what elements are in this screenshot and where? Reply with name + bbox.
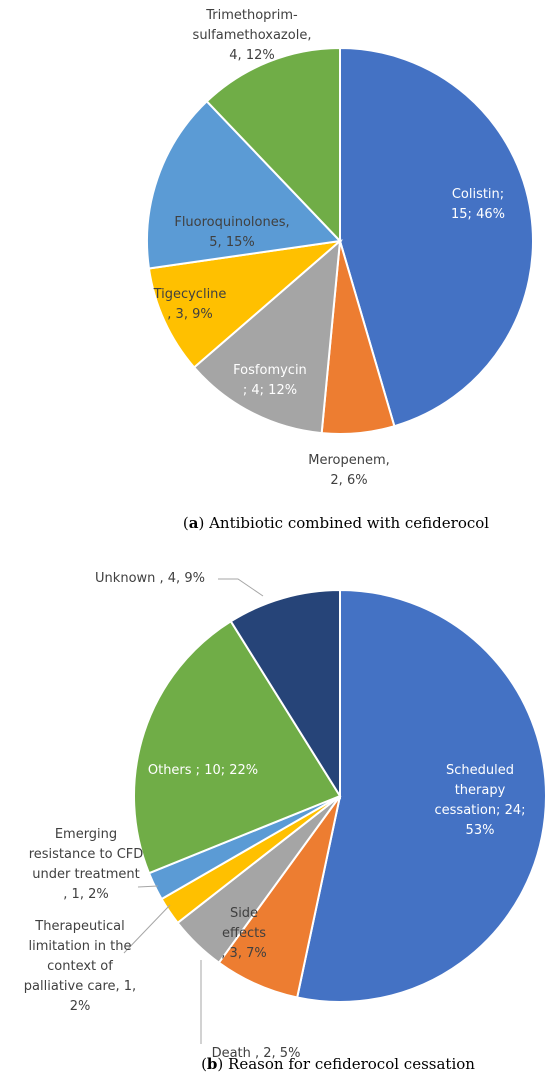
data-label-line: 5, 15% bbox=[209, 235, 254, 250]
data-label-death: Death , 2, 5% bbox=[212, 1046, 301, 1061]
pie-chart-cessation-reason: Scheduled therapy cessation; 24; 53% Side eff… bbox=[24, 571, 547, 1061]
data-label-line: Others ; 10; 22% bbox=[148, 763, 258, 778]
caption-a-letter: a bbox=[189, 514, 199, 532]
pie-slice-fluoroquinolones bbox=[146, 99, 343, 270]
data-label-tigecycline: Tigecycline , 3, 9% bbox=[153, 287, 227, 322]
data-label-trimethoprim-sulfamethoxazole: Trimethoprim-sulfamethoxazole, 4, 12% bbox=[193, 8, 312, 63]
data-label-meropenem: Meropenem, 2, 6% bbox=[308, 453, 390, 488]
data-label-line: Colistin; bbox=[452, 187, 504, 202]
data-label-scheduled-therapy-cessation: Scheduled therapy cessation; 24; 53% bbox=[435, 763, 526, 838]
data-label-line: Trimethoprim- bbox=[205, 8, 298, 23]
pie-slice-trimethoprim-sulfamethoxazole bbox=[205, 46, 341, 244]
data-label-line: under treatment bbox=[32, 867, 139, 882]
data-label-line: context of bbox=[47, 959, 113, 974]
pie-slice-fosfomycin bbox=[192, 238, 342, 435]
data-label-line: ; 4; 12% bbox=[243, 383, 297, 398]
data-label-line: 4, 12% bbox=[229, 48, 274, 63]
data-label-emerging-resistance-to-cfd-under-treatment: Emerging resistance to CFD under treatment… bbox=[29, 827, 144, 902]
data-label-line: Therapeutical bbox=[34, 919, 124, 934]
data-label-line: Emerging bbox=[55, 827, 117, 842]
data-label-line: Scheduled bbox=[446, 763, 514, 778]
data-label-line: 2, 6% bbox=[330, 473, 367, 488]
data-label-others: Others ; 10; 22% bbox=[148, 763, 258, 778]
data-label-line: Fosfomycin bbox=[233, 363, 307, 378]
data-label-fosfomycin: Fosfomycin ; 4; 12% bbox=[233, 363, 307, 398]
pie-slice-others bbox=[133, 619, 342, 875]
data-label-therapeutical-limitation-in-the-context-of-palliative-care: Therapeutical limitation in the context of… bbox=[24, 919, 136, 1014]
leader-line-emerging-resistance-to-cfd-under-treatment bbox=[137, 885, 159, 888]
pie-slice-unknown bbox=[229, 588, 341, 800]
data-label-line: palliative care, 1, bbox=[24, 979, 136, 994]
caption-b-text: ) Reason for cefiderocol cessation bbox=[217, 1055, 475, 1073]
data-label-line: 15; 46% bbox=[451, 207, 505, 222]
data-label-line: Fluoroquinolones, bbox=[174, 215, 289, 230]
data-label-unknown: Unknown , 4, 9% bbox=[95, 571, 205, 586]
data-label-line: , 1, 2% bbox=[63, 887, 108, 902]
data-label-line: limitation in the bbox=[29, 939, 132, 954]
data-label-line: Meropenem, bbox=[308, 453, 390, 468]
data-label-line: 53% bbox=[466, 823, 495, 838]
data-label-line: therapy bbox=[455, 783, 506, 798]
data-label-line: Side bbox=[230, 906, 258, 921]
data-label-colistin: Colistin; 15; 46% bbox=[451, 187, 505, 222]
pie-slice-scheduled-therapy-cessation bbox=[295, 588, 547, 1003]
data-label-line: Tigecycline bbox=[153, 287, 227, 302]
data-label-line: , 3, 9% bbox=[167, 307, 212, 322]
caption-a: (a) Antibiotic combined with cefiderocol bbox=[183, 514, 489, 532]
data-label-line: , 3, 7% bbox=[221, 946, 266, 961]
data-label-line: Death , 2, 5% bbox=[212, 1046, 301, 1061]
data-label-line: cessation; 24; bbox=[435, 803, 526, 818]
pie-slice-tigecycline bbox=[147, 239, 344, 369]
caption-b-letter: b bbox=[207, 1055, 218, 1073]
leader-line-unknown bbox=[218, 578, 264, 597]
data-label-fluoroquinolones: Fluoroquinolones, 5, 15% bbox=[174, 215, 289, 250]
data-label-line: effects bbox=[222, 926, 266, 941]
data-label-line: Unknown , 4, 9% bbox=[95, 571, 205, 586]
data-label-line: resistance to CFD bbox=[29, 847, 144, 862]
data-label-line: sulfamethoxazole, bbox=[193, 28, 312, 43]
caption-a-text: ) Antibiotic combined with cefiderocol bbox=[198, 514, 489, 532]
data-label-side-effects: Side effects , 3, 7% bbox=[221, 906, 266, 961]
leader-line-therapeutical-limitation-in-the-context-of-palliative-care bbox=[123, 904, 171, 954]
pie-slice-colistin bbox=[339, 46, 534, 428]
caption-b: (b) Reason for cefiderocol cessation bbox=[201, 1055, 475, 1073]
data-label-line: 2% bbox=[70, 999, 91, 1014]
pie-chart-antibiotic-combined: Colistin; 15; 46% Meropenem, 2, 6% Fosfomyci… bbox=[146, 8, 534, 488]
